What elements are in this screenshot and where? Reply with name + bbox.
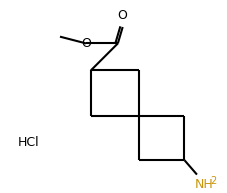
Text: O: O <box>117 9 127 22</box>
Text: NH: NH <box>194 179 213 191</box>
Text: HCl: HCl <box>17 136 39 149</box>
Text: O: O <box>81 37 91 50</box>
Text: 2: 2 <box>210 176 216 185</box>
